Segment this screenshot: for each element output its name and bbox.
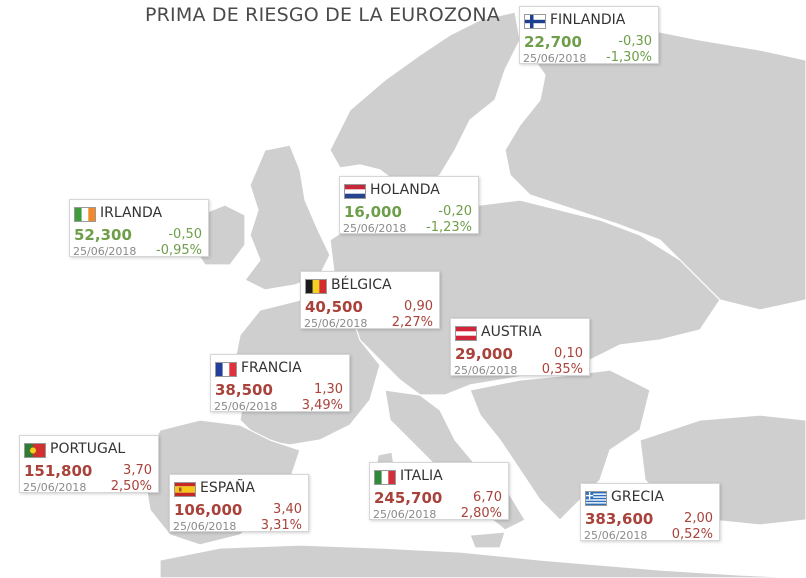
risk-change-pct: -1,30% (606, 50, 652, 65)
portugal-flag-icon (24, 443, 46, 458)
finland-flag-icon (524, 14, 546, 29)
spain-flag-icon (174, 482, 196, 497)
risk-value: 151,800 (24, 462, 93, 480)
risk-change-pct: 3,31% (260, 518, 302, 533)
card-italia[interactable]: ITALIA 245,700 6,70 25/06/2018 2,80% (369, 462, 509, 521)
risk-date: 25/06/2018 (73, 245, 137, 258)
north-africa-land (159, 544, 806, 578)
austria-flag-icon (455, 326, 477, 341)
risk-change: 0,90 (404, 299, 433, 314)
risk-change-pct: -1,23% (426, 220, 472, 235)
risk-date: 25/06/2018 (454, 364, 518, 377)
risk-value: 22,700 (524, 33, 582, 51)
country-name: FINLANDIA (550, 12, 626, 28)
risk-change: 0,10 (554, 346, 583, 361)
risk-change: 3,70 (123, 463, 152, 478)
country-name: BÉLGICA (331, 277, 392, 293)
risk-change-pct: 2,27% (391, 315, 433, 330)
france-flag-icon (215, 362, 237, 377)
risk-change: 2,00 (684, 511, 713, 526)
risk-date: 25/06/2018 (214, 400, 278, 413)
risk-date: 25/06/2018 (304, 317, 368, 330)
card-finlandia[interactable]: FINLANDIA 22,700 -0,30 25/06/2018 -1,30% (519, 6, 659, 65)
belgium-flag-icon (305, 279, 327, 294)
sicily-land (469, 531, 506, 549)
great-britain-land (244, 144, 331, 291)
card-portugal[interactable]: PORTUGAL 151,800 3,70 25/06/2018 2,50% (19, 435, 159, 494)
risk-date: 25/06/2018 (23, 481, 87, 494)
risk-change: -0,50 (168, 227, 202, 242)
scandinavia-land (329, 11, 521, 191)
risk-change-pct: 2,80% (460, 506, 502, 521)
finland-russia-land (504, 24, 806, 311)
risk-change: -0,30 (618, 34, 652, 49)
card-espana[interactable]: ESPAÑA 106,000 3,40 25/06/2018 3,31% (169, 474, 309, 533)
risk-change: 3,40 (273, 502, 302, 517)
risk-value: 245,700 (374, 489, 443, 507)
country-name: PORTUGAL (50, 441, 126, 457)
risk-date: 25/06/2018 (523, 52, 587, 65)
risk-change: -0,20 (438, 204, 472, 219)
page-title: PRIMA DE RIESGO DE LA EUROZONA (145, 4, 500, 26)
greece-flag-icon (585, 491, 607, 506)
risk-change-pct: -0,95% (156, 243, 202, 258)
risk-value: 40,500 (305, 298, 363, 316)
card-holanda[interactable]: HOLANDA 16,000 -0,20 25/06/2018 -1,23% (339, 176, 479, 235)
card-austria[interactable]: AUSTRIA 29,000 0,10 25/06/2018 0,35% (450, 318, 590, 377)
country-name: GRECIA (611, 489, 664, 505)
risk-change-pct: 0,35% (541, 362, 583, 377)
country-name: AUSTRIA (481, 324, 542, 340)
risk-date: 25/06/2018 (173, 520, 237, 533)
card-irlanda[interactable]: IRLANDA 52,300 -0,50 25/06/2018 -0,95% (69, 199, 209, 258)
country-name: IRLANDA (100, 205, 163, 221)
central-europe-land (329, 199, 721, 396)
risk-date: 25/06/2018 (343, 222, 407, 235)
risk-change-pct: 3,49% (301, 398, 343, 413)
card-francia[interactable]: FRANCIA 38,500 1,30 25/06/2018 3,49% (210, 354, 350, 413)
risk-date: 25/06/2018 (373, 508, 437, 521)
risk-value: 383,600 (585, 510, 654, 528)
country-name: ESPAÑA (200, 480, 255, 496)
risk-date: 25/06/2018 (584, 529, 648, 542)
risk-value: 38,500 (215, 381, 273, 399)
country-name: FRANCIA (241, 360, 302, 376)
card-grecia[interactable]: GRECIA 383,600 2,00 25/06/2018 0,52% (580, 483, 720, 542)
netherlands-flag-icon (344, 184, 366, 199)
country-name: HOLANDA (370, 182, 440, 198)
card-belgica[interactable]: BÉLGICA 40,500 0,90 25/06/2018 2,27% (300, 271, 440, 330)
risk-change-pct: 0,52% (671, 527, 713, 542)
risk-change-pct: 2,50% (110, 479, 152, 494)
country-name: ITALIA (400, 468, 443, 484)
risk-value: 29,000 (455, 345, 513, 363)
italy-flag-icon (374, 470, 396, 485)
risk-value: 106,000 (174, 501, 243, 519)
risk-change: 6,70 (473, 490, 502, 505)
ireland-flag-icon (74, 207, 96, 222)
risk-change: 1,30 (314, 382, 343, 397)
risk-value: 16,000 (344, 203, 402, 221)
risk-value: 52,300 (74, 226, 132, 244)
